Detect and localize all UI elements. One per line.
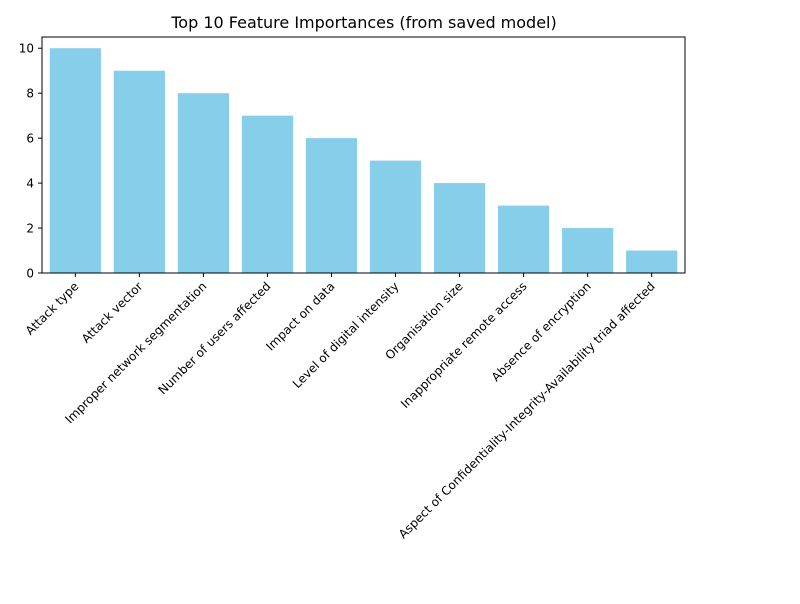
bar-5 (305, 138, 358, 273)
x-tick-label: Impact on data (263, 279, 337, 353)
bar-8 (497, 205, 550, 273)
y-tick-label: 6 (26, 132, 34, 146)
y-tick-label: 4 (26, 177, 34, 191)
y-tick-label: 8 (26, 87, 34, 101)
x-tick-label: Number of users affected (156, 279, 274, 397)
y-tick-label: 10 (19, 42, 34, 56)
bars-layer (49, 48, 678, 274)
bar-7 (433, 183, 486, 273)
x-tick-label: Level of digital intensity (290, 279, 402, 391)
x-tick-label: Attack vector (79, 279, 146, 346)
x-tick-label: Improper network segmentation (62, 279, 209, 426)
y-tick-label: 2 (26, 222, 34, 236)
bar-3 (177, 93, 230, 273)
x-tick-label: Attack type (23, 279, 82, 338)
bar-4 (241, 115, 294, 274)
axes-layer (41, 36, 686, 274)
bar-1 (49, 48, 101, 273)
y-tick-label: 0 (26, 267, 34, 281)
axes-frame (41, 36, 686, 274)
x-tick-label: Inappropriate remote access (398, 279, 530, 411)
chart-title: Top 10 Feature Importances (from saved m… (170, 13, 557, 32)
bar-6 (369, 160, 422, 273)
bar-2 (113, 70, 165, 273)
bar-10 (626, 250, 678, 273)
bar-9 (562, 228, 614, 273)
